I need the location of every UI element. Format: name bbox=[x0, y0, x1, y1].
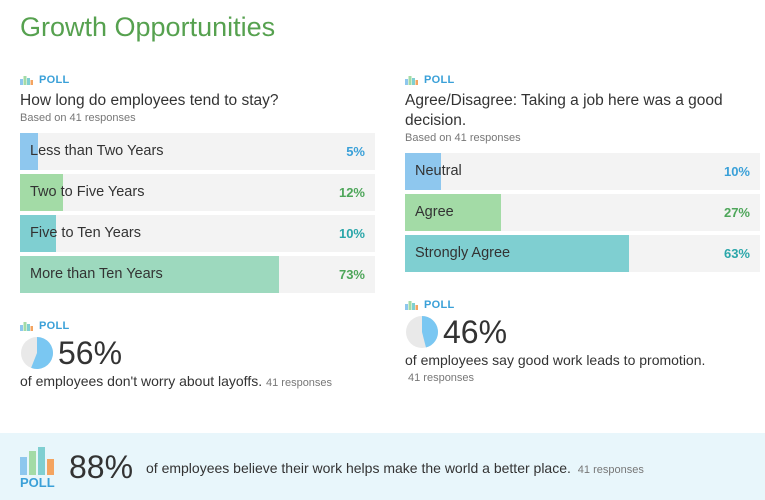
poll-tag: POLL bbox=[20, 320, 380, 332]
stat-description: of employees believe their work helps ma… bbox=[146, 460, 644, 476]
poll-option-bar bbox=[20, 133, 38, 170]
poll-icon bbox=[405, 75, 418, 85]
poll-option-label: Two to Five Years bbox=[30, 184, 145, 200]
stat-value: 46% bbox=[443, 314, 508, 350]
poll-label: POLL bbox=[39, 74, 70, 86]
poll-option-label: Five to Ten Years bbox=[30, 225, 141, 241]
poll-tag: POLL bbox=[405, 299, 760, 311]
poll-option-bar bbox=[20, 174, 63, 211]
poll-bars-icon bbox=[20, 447, 54, 475]
poll-icon bbox=[405, 300, 418, 310]
poll-icon bbox=[20, 321, 33, 331]
pie-slice bbox=[31, 337, 54, 369]
stat-value: 88% bbox=[69, 449, 134, 485]
poll-option-row: More than Ten Years 73% bbox=[20, 256, 375, 293]
poll-decision: POLL Agree/Disagree: Taking a job here w… bbox=[405, 74, 760, 276]
stat-responses: 41 responses bbox=[266, 377, 333, 389]
stat-description: of employees don't worry about layoffs. … bbox=[20, 373, 380, 389]
poll-tag: POLL bbox=[405, 74, 760, 86]
poll-option-percent: 73% bbox=[338, 267, 365, 282]
poll-based-on: Based on 41 responses bbox=[20, 112, 136, 124]
stat-promotion: POLL 46% of employees say good work lead… bbox=[405, 299, 760, 384]
poll-option-row: Two to Five Years 12% bbox=[20, 174, 375, 211]
poll-option-percent: 10% bbox=[723, 164, 750, 179]
poll-option-bar bbox=[20, 215, 56, 252]
stat-responses: 41 responses bbox=[408, 372, 475, 384]
poll-question: How long do employees tend to stay? bbox=[20, 92, 279, 109]
poll-options: Neutral 10% Agree 27% Strongly Agree 63% bbox=[405, 153, 760, 272]
poll-label: POLL bbox=[424, 74, 455, 86]
stat-value: 56% bbox=[58, 335, 123, 371]
pie-slice bbox=[422, 316, 438, 348]
footer-stat-banner: POLL 88% of employees believe their work… bbox=[0, 433, 765, 500]
stat-text: of employees say good work leads to prom… bbox=[405, 352, 706, 368]
poll-question: Agree/Disagree: Taking a job here was a … bbox=[405, 92, 723, 129]
poll-option-label: Neutral bbox=[415, 163, 462, 179]
poll-label: POLL bbox=[20, 475, 55, 490]
poll-label: POLL bbox=[424, 299, 455, 311]
poll-option-percent: 27% bbox=[723, 205, 750, 220]
stat-text: of employees don't worry about layoffs. bbox=[20, 373, 263, 389]
stat-layoffs: POLL 56% of employees don't worry about … bbox=[20, 320, 380, 389]
pie-chart-icon bbox=[21, 337, 54, 369]
poll-option-bar bbox=[405, 194, 501, 231]
poll-options: Less than Two Years 5% Two to Five Years 12… bbox=[20, 133, 375, 293]
poll-option-row: Strongly Agree 63% bbox=[405, 235, 760, 272]
poll-option-row: Neutral 10% bbox=[405, 153, 760, 190]
poll-option-row: Agree 27% bbox=[405, 194, 760, 231]
poll-option-label: Agree bbox=[415, 204, 454, 220]
poll-option-bar bbox=[405, 153, 441, 190]
poll-option-percent: 12% bbox=[338, 185, 365, 200]
poll-icon bbox=[20, 75, 33, 85]
stat-text: of employees believe their work helps ma… bbox=[146, 460, 571, 476]
poll-option-row: Five to Ten Years 10% bbox=[20, 215, 375, 252]
poll-option-bar bbox=[20, 256, 280, 293]
poll-option-label: Less than Two Years bbox=[30, 143, 164, 159]
poll-tenure: POLL How long do employees tend to stay?… bbox=[20, 74, 375, 297]
poll-option-label: Strongly Agree bbox=[415, 245, 511, 261]
poll-option-bar bbox=[405, 235, 629, 272]
poll-option-percent: 63% bbox=[723, 246, 750, 261]
poll-tag: POLL bbox=[20, 74, 375, 86]
poll-option-label: More than Ten Years bbox=[30, 266, 163, 282]
poll-label: POLL bbox=[39, 320, 70, 332]
poll-based-on: Based on 41 responses bbox=[405, 132, 521, 144]
poll-option-percent: 5% bbox=[346, 144, 365, 159]
stat-responses: 41 responses bbox=[577, 464, 644, 476]
poll-option-percent: 10% bbox=[338, 226, 365, 241]
section-title: Growth Opportunities bbox=[20, 12, 276, 42]
poll-option-row: Less than Two Years 5% bbox=[20, 133, 375, 170]
pie-chart-icon bbox=[406, 316, 438, 348]
